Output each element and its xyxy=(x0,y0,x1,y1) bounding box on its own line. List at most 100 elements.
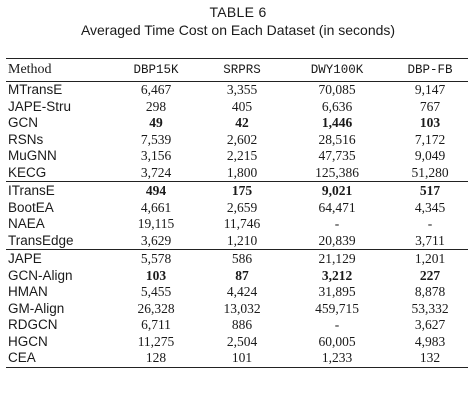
value-cell: 11,275 xyxy=(137,333,175,349)
value-cell: 28,516 xyxy=(318,131,356,147)
value-cell: 1,446 xyxy=(321,115,353,131)
value-cell: 128 xyxy=(110,350,202,368)
method-cell: BootEA xyxy=(8,199,54,215)
value-cell: - xyxy=(427,216,433,232)
column-header-dbp-fb: DBP-FB xyxy=(392,58,468,82)
method-cell: GCN xyxy=(8,115,38,131)
value-cell: 6,711 xyxy=(141,317,171,333)
value-cell: 3,627 xyxy=(414,317,446,333)
value-cell: 227 xyxy=(419,267,441,283)
method-cell: JAPE-Stru xyxy=(8,98,72,114)
method-cell: MTransE xyxy=(8,82,63,98)
method-cell: CEA xyxy=(6,350,110,368)
value-cell: 60,005 xyxy=(318,333,356,349)
table-row: MuGNN 3,156 2,215 47,735 9,049 xyxy=(6,148,468,165)
value-cell: 132 xyxy=(392,350,468,368)
method-cell: GCN-Align xyxy=(8,267,73,283)
value-cell: 20,839 xyxy=(318,232,356,248)
table-row: CEA 128 101 1,233 132 xyxy=(6,350,468,368)
method-cell: NAEA xyxy=(8,216,45,232)
value-cell: 2,504 xyxy=(226,333,258,349)
value-cell: 494 xyxy=(110,181,202,200)
column-header-dbp15k: DBP15K xyxy=(110,58,202,82)
column-header-method: Method xyxy=(6,58,110,82)
table-row: RSNs 7,539 2,602 28,516 7,172 xyxy=(6,132,468,149)
table-row: RDGCN 6,711 886 - 3,627 xyxy=(6,317,468,334)
value-cell: 64,471 xyxy=(318,199,356,215)
table-row: ITransE 494 175 9,021 517 xyxy=(6,181,468,200)
value-cell: 3,711 xyxy=(415,232,445,248)
value-cell: 103 xyxy=(145,267,167,283)
table-row: HMAN 5,455 4,424 31,895 8,878 xyxy=(6,284,468,301)
value-cell: 405 xyxy=(231,98,253,114)
table-title: Averaged Time Cost on Each Dataset (in s… xyxy=(80,22,396,38)
value-cell: 53,332 xyxy=(411,300,449,316)
method-cell: HMAN xyxy=(8,284,48,300)
table-row: KECG 3,724 1,800 125,386 51,280 xyxy=(6,165,468,182)
value-cell: 5,455 xyxy=(140,284,172,300)
value-cell: 4,983 xyxy=(414,333,446,349)
value-cell: 886 xyxy=(231,317,253,333)
value-cell: 3,156 xyxy=(140,148,172,164)
value-cell: 2,659 xyxy=(226,199,258,215)
value-cell: - xyxy=(334,216,340,232)
value-cell: 70,085 xyxy=(318,82,356,98)
method-cell: HGCN xyxy=(8,333,48,349)
value-cell: 3,724 xyxy=(140,164,172,180)
value-cell: 3,355 xyxy=(226,82,258,98)
value-cell: 8,878 xyxy=(414,284,446,300)
table-row: MTransE 6,467 3,355 70,085 9,147 xyxy=(6,82,468,99)
value-cell: 49 xyxy=(149,115,163,131)
value-cell: 2,215 xyxy=(226,148,258,164)
value-cell: 767 xyxy=(419,98,441,114)
value-cell: 4,424 xyxy=(226,284,258,300)
method-cell: RDGCN xyxy=(8,317,58,333)
method-cell: KECG xyxy=(8,164,47,180)
value-cell: 125,386 xyxy=(315,164,359,180)
method-cell: ITransE xyxy=(6,181,110,200)
table-row: HGCN 11,275 2,504 60,005 4,983 xyxy=(6,334,468,351)
table-row: JAPE 5,578 586 21,129 1,201 xyxy=(6,249,468,268)
value-cell: 3,212 xyxy=(321,267,353,283)
value-cell: 21,129 xyxy=(282,249,392,268)
value-cell: 7,172 xyxy=(414,131,446,147)
table-row: GCN-Align 103 87 3,212 227 xyxy=(6,268,468,285)
table-row: GM-Align 26,328 13,032 459,715 53,332 xyxy=(6,301,468,318)
value-cell: 5,578 xyxy=(110,249,202,268)
value-cell: 1,800 xyxy=(226,164,258,180)
value-cell: 4,345 xyxy=(414,199,446,215)
value-cell: 26,328 xyxy=(137,300,175,316)
value-cell: 6,636 xyxy=(321,98,353,114)
value-cell: 13,032 xyxy=(223,300,261,316)
method-cell: JAPE xyxy=(6,249,110,268)
value-cell: 47,735 xyxy=(318,148,356,164)
value-cell: 87 xyxy=(235,267,249,283)
header-row: Method DBP15K SRPRS DWY100K DBP-FB xyxy=(6,58,468,82)
value-cell: 31,895 xyxy=(318,284,356,300)
time-cost-table: Method DBP15K SRPRS DWY100K DBP-FB MTran… xyxy=(6,58,468,368)
value-cell: 1,201 xyxy=(392,249,468,268)
method-cell: MuGNN xyxy=(8,148,57,164)
value-cell: 9,049 xyxy=(414,148,446,164)
value-cell: 19,115 xyxy=(137,216,175,232)
table-row: NAEA 19,115 11,746 - - xyxy=(6,216,468,233)
value-cell: 4,661 xyxy=(140,199,172,215)
value-cell: 3,629 xyxy=(140,232,172,248)
method-cell: RSNs xyxy=(8,131,44,147)
value-cell: 6,467 xyxy=(140,82,172,98)
table-row: TransEdge 3,629 1,210 20,839 3,711 xyxy=(6,233,468,250)
table-row: GCN 49 42 1,446 103 xyxy=(6,115,468,132)
method-cell: GM-Align xyxy=(8,300,65,316)
value-cell: 11,746 xyxy=(223,216,261,232)
value-cell: 517 xyxy=(392,181,468,200)
value-cell: 298 xyxy=(145,98,167,114)
value-cell: 101 xyxy=(202,350,282,368)
method-cell: TransEdge xyxy=(8,232,74,248)
value-cell: 1,233 xyxy=(282,350,392,368)
column-header-srprs: SRPRS xyxy=(202,58,282,82)
value-cell: 9,021 xyxy=(282,181,392,200)
column-header-dwy100k: DWY100K xyxy=(282,58,392,82)
value-cell: 7,539 xyxy=(140,131,172,147)
value-cell: 9,147 xyxy=(414,82,446,98)
value-cell: 459,715 xyxy=(315,300,359,316)
